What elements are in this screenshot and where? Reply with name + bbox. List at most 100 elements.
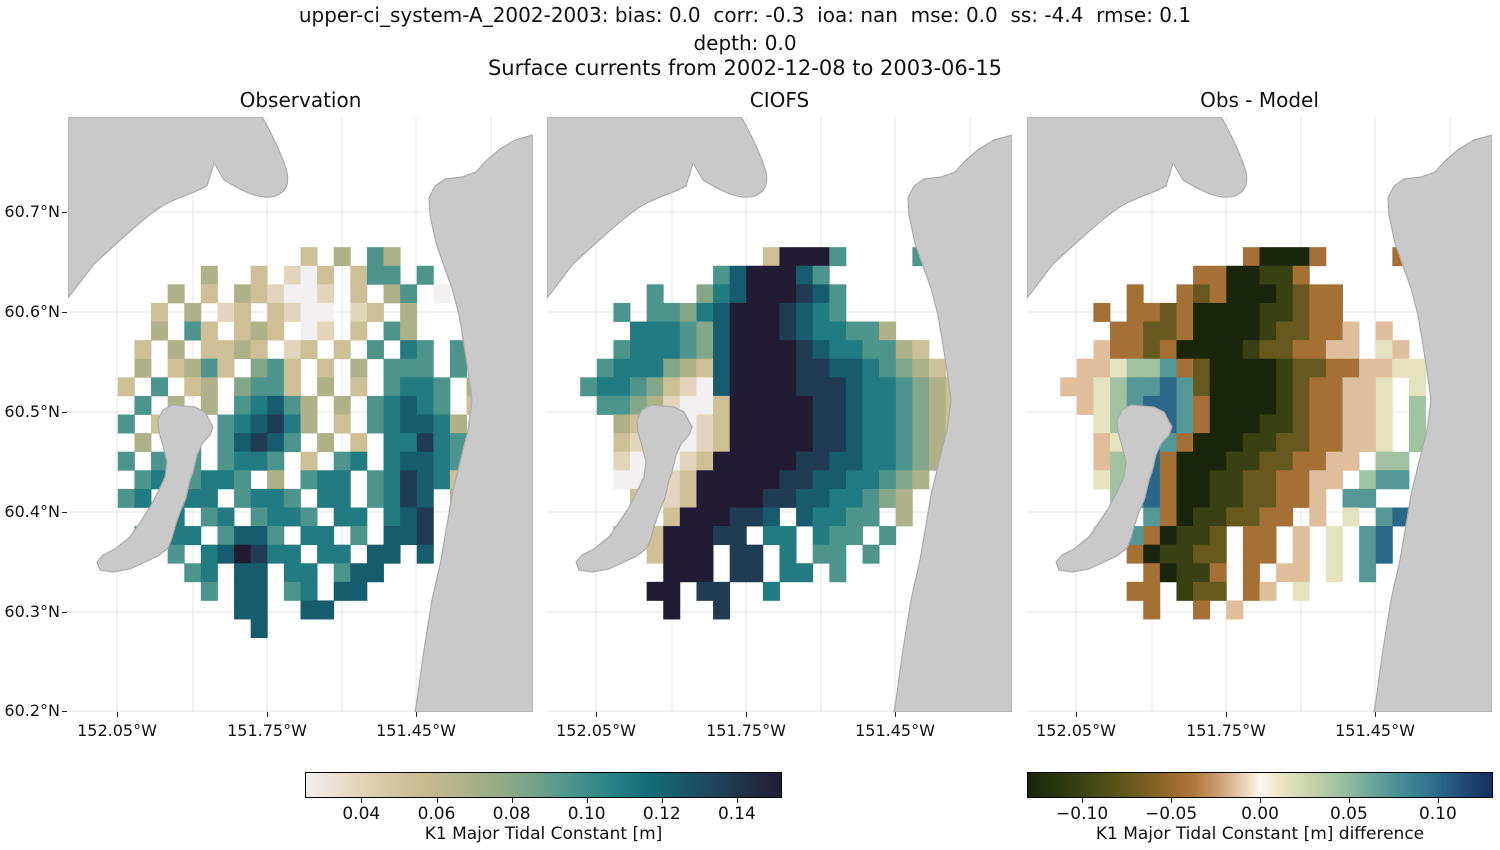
heat-cell [250, 581, 268, 601]
heat-cell [829, 321, 847, 341]
heat-cell [729, 395, 747, 415]
heat-cell [862, 377, 880, 397]
heat-cell [366, 247, 384, 267]
heat-cell [1276, 395, 1294, 415]
heat-cell [613, 340, 631, 360]
heat-cell [729, 544, 747, 564]
heat-cell [912, 395, 930, 415]
heat-cell [333, 414, 351, 434]
heat-cell [1276, 284, 1294, 304]
heat-cell [1126, 358, 1144, 378]
heat-cell [1325, 358, 1343, 378]
heat-cell [383, 284, 401, 304]
heat-cell [1292, 247, 1310, 267]
heat-cell [1309, 321, 1327, 341]
heat-cell [167, 358, 185, 378]
heat-cell [151, 302, 169, 322]
heat-cell [267, 377, 285, 397]
heat-cell [746, 265, 764, 285]
heat-cell [762, 340, 780, 360]
heat-cell [1276, 358, 1294, 378]
heat-cell [1375, 321, 1393, 341]
lon-tick-mark [1375, 712, 1376, 717]
map-panel-ciofs [547, 117, 1012, 712]
heat-cell [1176, 526, 1194, 546]
heat-cell [184, 358, 202, 378]
heat-cell [729, 284, 747, 304]
heat-cell [400, 377, 418, 397]
heat-cell [1242, 340, 1260, 360]
heat-cell [1226, 377, 1244, 397]
heat-cell [333, 395, 351, 415]
heat-cell [1359, 488, 1377, 508]
map-panel-observation [68, 117, 533, 712]
heat-cell [1110, 451, 1128, 471]
heat-cell [1193, 526, 1211, 546]
heat-cell [1093, 340, 1111, 360]
heat-cell [829, 247, 847, 267]
heat-cell [1259, 507, 1277, 527]
landmass [547, 117, 768, 299]
heat-cell [912, 414, 930, 434]
heat-cell [350, 563, 368, 583]
heat-cell [1259, 526, 1277, 546]
lon-tick-mark [895, 712, 896, 717]
heat-cell [796, 377, 814, 397]
heat-cell [1176, 358, 1194, 378]
heat-cell [1126, 544, 1144, 564]
heat-cell [812, 414, 830, 434]
heat-cell [812, 284, 830, 304]
heat-cell [1143, 377, 1161, 397]
heat-cell [762, 507, 780, 527]
heat-cell [762, 581, 780, 601]
heat-cell [300, 395, 318, 415]
heat-cell [862, 451, 880, 471]
heat-cell [713, 488, 731, 508]
heat-cell [1309, 414, 1327, 434]
heat-cell [234, 433, 252, 453]
heat-cell [779, 284, 797, 304]
heat-cell [1375, 470, 1393, 490]
heat-cell [696, 470, 714, 490]
heat-cell [663, 321, 681, 341]
heat-cell [1143, 302, 1161, 322]
panel-title-ciofs: CIOFS [749, 88, 810, 112]
heat-cell [200, 340, 218, 360]
heat-cell [250, 284, 268, 304]
heat-cell [1242, 247, 1260, 267]
heat-cell [646, 284, 664, 304]
heat-cell [1342, 451, 1360, 471]
heat-cell [333, 563, 351, 583]
heat-cell [1342, 377, 1360, 397]
heat-cell [1359, 395, 1377, 415]
heat-cell [696, 433, 714, 453]
heat-cell [383, 247, 401, 267]
heat-cell [250, 544, 268, 564]
lon-tick-label: 151.75°W [1186, 721, 1266, 740]
heat-cell [1176, 377, 1194, 397]
heat-cell [862, 340, 880, 360]
heat-cell [1242, 526, 1260, 546]
heat-cell [862, 358, 880, 378]
heat-cell [1392, 451, 1410, 471]
heat-cell [317, 377, 335, 397]
heat-cell [1392, 470, 1410, 490]
heat-cell [416, 544, 434, 564]
heat-cell [696, 321, 714, 341]
heat-cell [630, 451, 648, 471]
heat-cell [1342, 488, 1360, 508]
heat-cell [250, 321, 268, 341]
heat-cell [729, 488, 747, 508]
heat-cell [267, 544, 285, 564]
heat-cell [383, 526, 401, 546]
heat-cell [250, 414, 268, 434]
heat-cell [1226, 302, 1244, 322]
heat-cell [646, 340, 664, 360]
heat-cell [317, 265, 335, 285]
heat-cell [217, 470, 235, 490]
heat-cell [333, 507, 351, 527]
heat-cell [1359, 563, 1377, 583]
heat-cell [812, 507, 830, 527]
heat-cell [895, 395, 913, 415]
heat-cell [300, 414, 318, 434]
